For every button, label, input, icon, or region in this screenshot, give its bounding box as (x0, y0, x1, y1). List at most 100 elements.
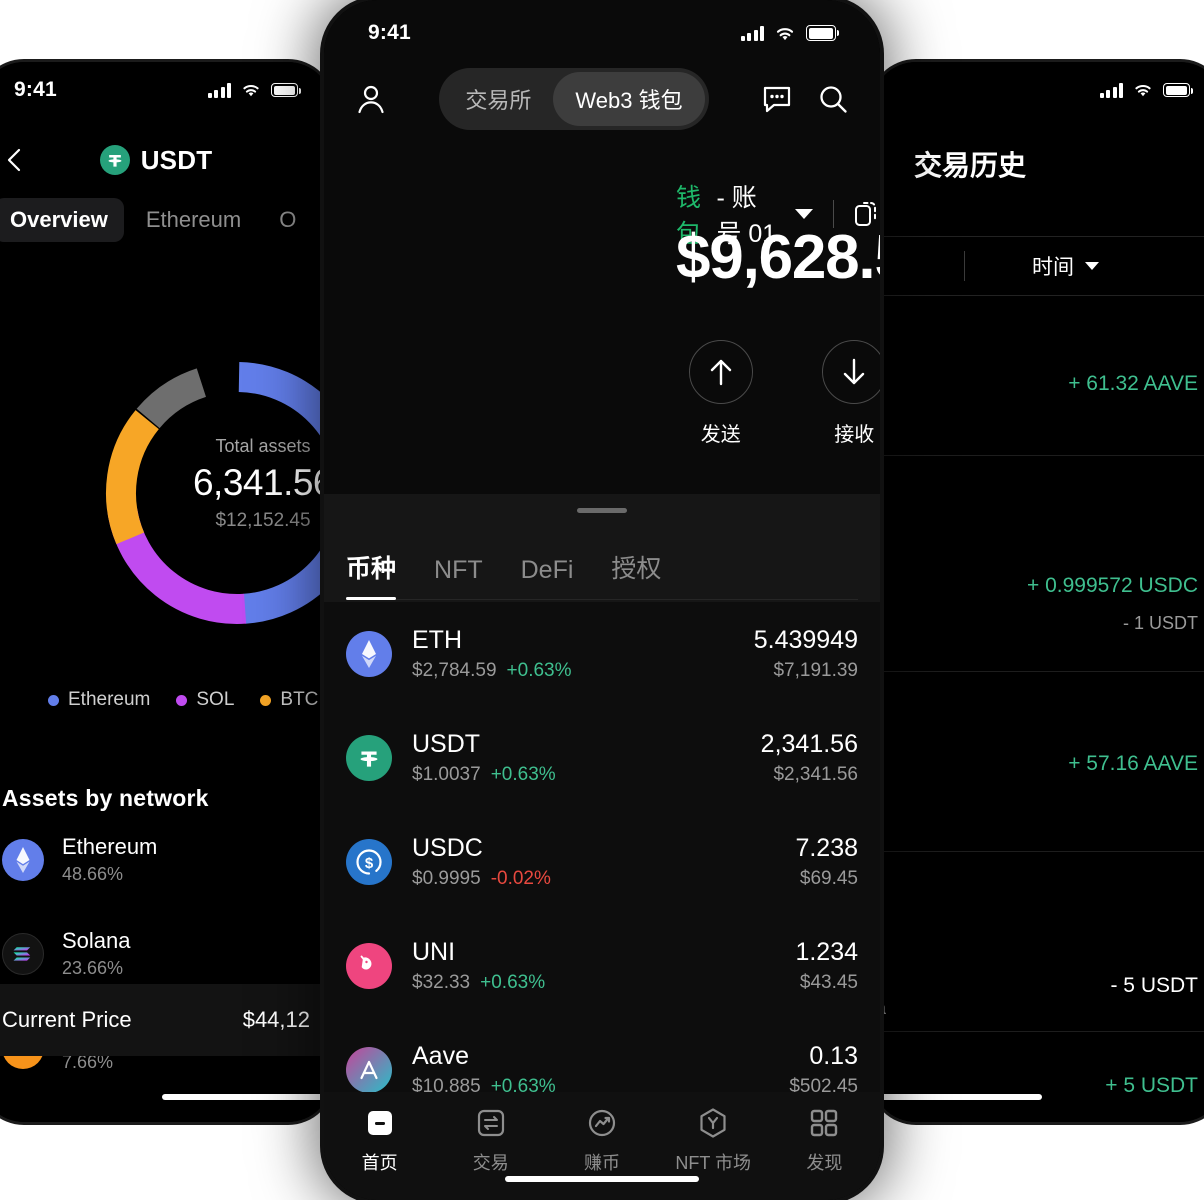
network-percent: 48.66% (62, 864, 124, 884)
legend-label-sol: SOL (196, 689, 235, 710)
right-phone-screen: 交易历史 时间 + 61.32 AAVE + 0.999572 USDC - 1… (872, 62, 1204, 1122)
signal-icon (1099, 82, 1123, 98)
tab-defi[interactable]: DeFi (520, 556, 574, 584)
battery-icon (806, 25, 839, 41)
tabbar-label: 发现 (806, 1153, 843, 1173)
right-phone: 交易历史 时间 + 61.32 AAVE + 0.999572 USDC - 1… (872, 62, 1204, 1122)
tab-approvals[interactable]: 授权 (611, 555, 662, 583)
arrow-down-icon (822, 340, 880, 404)
wifi-icon (1135, 84, 1151, 97)
tabbar-label: 赚币 (584, 1153, 620, 1173)
segment-web3-wallet[interactable]: Web3 钱包 (553, 72, 705, 126)
token-value: $7,191.39 (773, 660, 858, 681)
tab-nft[interactable]: NFT (434, 556, 483, 584)
discover-icon (811, 1109, 838, 1137)
tab-overview[interactable]: Overview (0, 198, 124, 242)
transaction-row[interactable]: + 0.999572 USDC - 1 USDT (872, 456, 1204, 672)
total-balance: $9,628.52 (676, 223, 880, 292)
transaction-amount: + 57.16 AAVE (1068, 752, 1198, 775)
donut-total-value: 6,341.56 (192, 462, 332, 503)
filter-divider (964, 251, 965, 281)
transaction-row[interactable]: + 57.16 AAVE (872, 672, 1204, 852)
donut-total-label: Total assets (215, 436, 311, 456)
token-row-eth[interactable]: ETH $2,784.59 +0.63% 5.439949 $7,191.39 (324, 602, 880, 706)
person-icon[interactable] (354, 82, 388, 116)
center-header: 交易所 Web3 钱包 (324, 66, 880, 132)
network-row-ethereum[interactable]: Ethereum 48.66% (2, 834, 157, 885)
token-price: $2,784.59 (412, 660, 497, 681)
action-send[interactable]: 发送 (688, 340, 753, 447)
action-receive[interactable]: 接收 (822, 340, 880, 447)
token-row-usdc[interactable]: $ USDC $0.9995 -0.02% (324, 810, 880, 914)
arrow-up-icon (688, 340, 753, 404)
signal-icon (207, 82, 231, 98)
legend-dot-ethereum (48, 694, 59, 706)
filter-time[interactable]: 时间 (1032, 251, 1099, 281)
center-phone: 9:41 (324, 0, 880, 1200)
tabbar-item-home[interactable]: 首页 (324, 1106, 435, 1175)
tabbar-label: NFT 市场 (675, 1153, 752, 1173)
copy-icon[interactable] (854, 200, 880, 228)
chevron-left-icon[interactable] (2, 147, 28, 173)
token-row-aave[interactable]: Aave $10.885 +0.63% 0.13 $502.45 (324, 1018, 880, 1122)
home-icon (367, 1111, 392, 1135)
current-price-bar: Current Price $44,12 (0, 984, 332, 1056)
transaction-row[interactable]: + 5 USDT ba86 (872, 1032, 1204, 1122)
token-row-uni[interactable]: UNI $32.33 +0.63% 1.234 $43.45 (324, 914, 880, 1018)
token-change: +0.63% (480, 972, 546, 993)
status-icons (740, 25, 839, 42)
wifi-icon (776, 27, 794, 40)
network-row-solana[interactable]: Solana 23.66% (2, 928, 131, 979)
header-actions (760, 82, 850, 116)
usdt-icon (99, 145, 130, 175)
token-amount: 2,341.56 (760, 730, 858, 758)
exchange-icon (477, 1109, 504, 1137)
token-row-usdt[interactable]: USDT $1.0037 +0.63% 2,341.56 $2,341.56 (324, 706, 880, 810)
mode-segmented-control: 交易所 Web3 钱包 (439, 68, 709, 130)
tabbar-item-discover[interactable]: 发现 (769, 1106, 880, 1175)
filter-time-label: 时间 (1032, 256, 1074, 279)
token-amount: 0.13 (809, 1042, 858, 1070)
segment-exchange[interactable]: 交易所 (465, 88, 532, 113)
uniswap-icon (346, 943, 392, 989)
tabbar-label: 交易 (472, 1153, 509, 1173)
donut-total-sub: $12,152.45 (215, 510, 311, 531)
legend-item: Ethereum (48, 689, 150, 711)
action-label: 发送 (700, 424, 741, 446)
account-selector[interactable]: 钱包 - 账号 01 (676, 178, 880, 250)
tabbar-item-nft-market[interactable]: NFT 市场 (658, 1106, 769, 1175)
tabbar-item-earn[interactable]: 赚币 (546, 1106, 657, 1175)
home-indicator (505, 1176, 699, 1182)
assets-donut-chart: Total assets 6,341.56 $12,152.45 (0, 340, 332, 646)
signal-icon (740, 25, 764, 41)
tab-tokens[interactable]: 币种 (346, 549, 397, 600)
legend-dot-btc (260, 694, 272, 706)
token-change: +0.63% (490, 1076, 556, 1097)
token-name: ETH (412, 626, 462, 654)
tabbar-item-trade[interactable]: 交易 (435, 1106, 546, 1175)
transaction-amount: + 0.999572 USDC (1026, 574, 1198, 597)
chat-bubble-icon[interactable] (760, 82, 794, 116)
transaction-row[interactable]: - 5 USDT 0a (872, 852, 1204, 1032)
sheet-drag-handle[interactable] (577, 508, 627, 513)
donut-center-readout: Total assets 6,341.56 $12,152.45 (148, 436, 332, 532)
action-label: 接收 (834, 424, 875, 446)
token-name: Aave (412, 1042, 469, 1070)
token-amount: 7.238 (795, 834, 858, 862)
right-status-bar (872, 62, 1204, 118)
transaction-row[interactable]: + 61.32 AAVE (872, 296, 1204, 456)
search-icon[interactable] (816, 82, 850, 116)
tab-other[interactable]: O (279, 207, 297, 232)
chevron-down-icon (795, 209, 814, 219)
token-change: -0.02% (490, 868, 551, 889)
left-nav-bar: USDT (0, 132, 332, 188)
battery-icon (271, 83, 301, 97)
transaction-sub-amount: - 1 USDT (1122, 613, 1198, 633)
status-icons (207, 82, 301, 98)
current-price-value: $44,12 (242, 1007, 310, 1032)
legend-label-btc: BTC (280, 689, 319, 710)
bottom-tab-bar: 首页 交易 (324, 1092, 880, 1200)
quick-actions: 发送 接收 (654, 340, 880, 447)
transaction-amount: - 5 USDT (1110, 974, 1198, 997)
tab-ethereum[interactable]: Ethereum (145, 207, 242, 232)
